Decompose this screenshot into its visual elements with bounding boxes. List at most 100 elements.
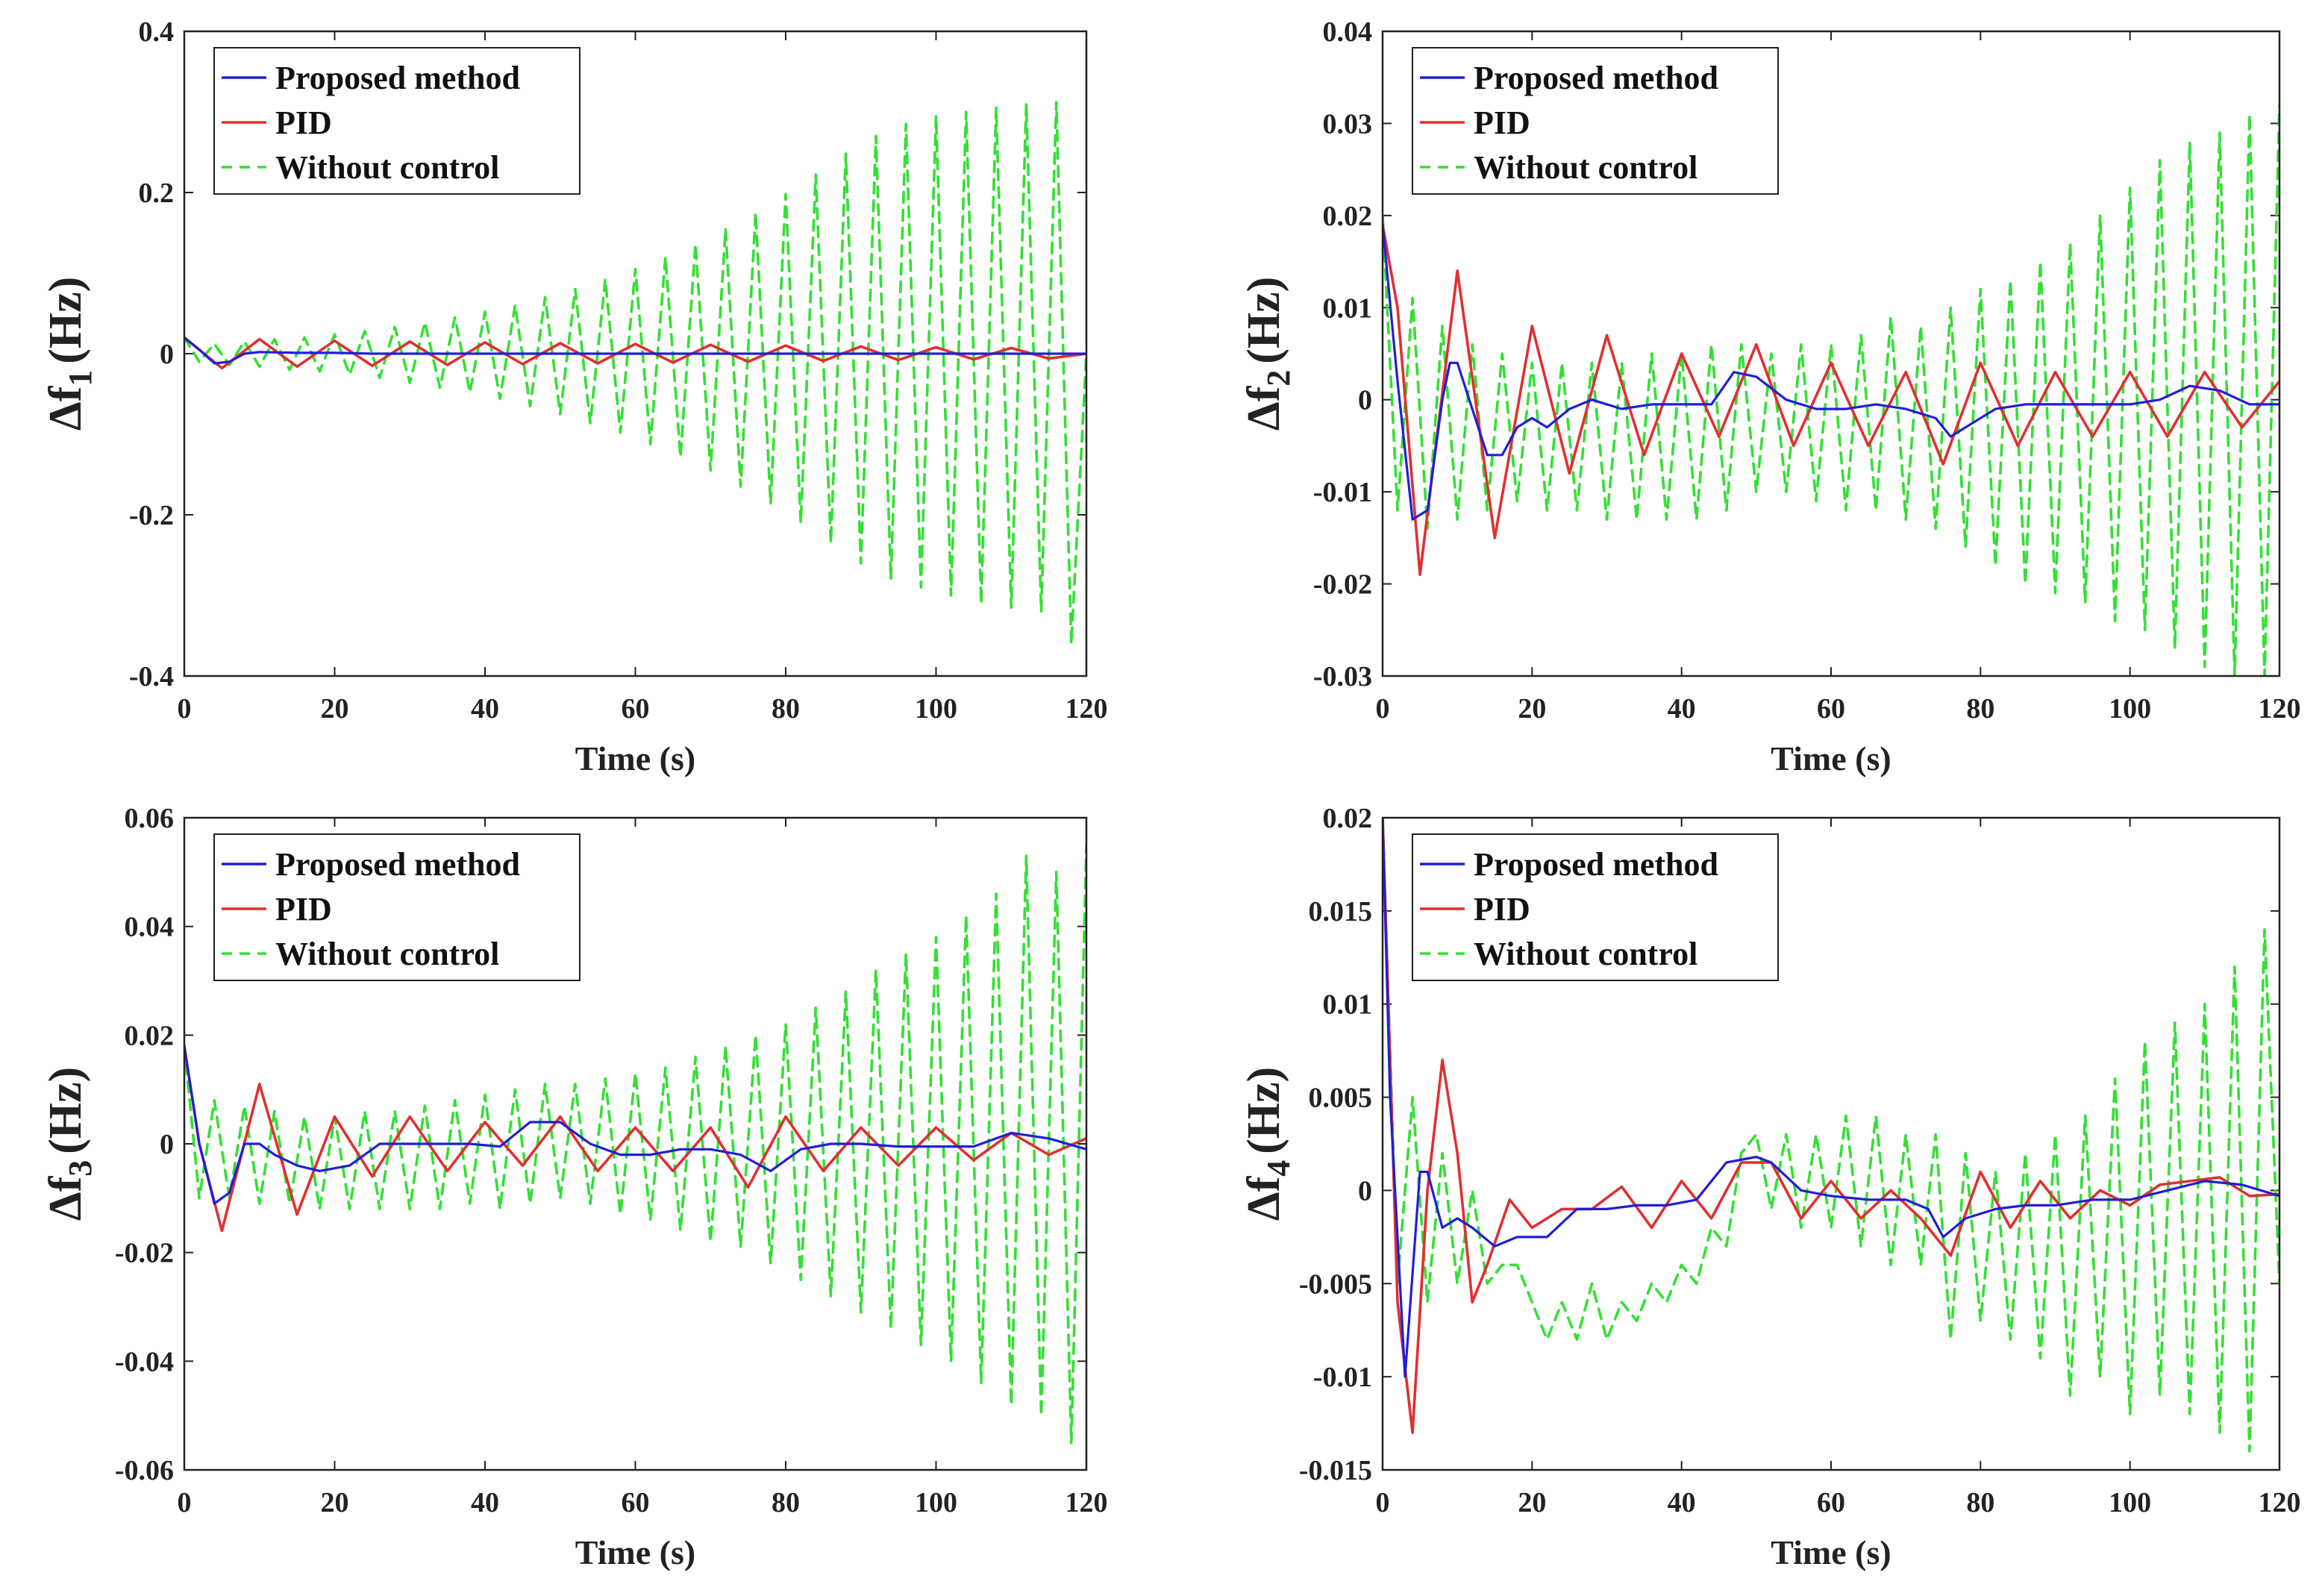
df1-series-without-control	[184, 101, 1086, 645]
df4-xtick-label: 120	[2259, 1487, 2301, 1518]
df3-xlabel: Time (s)	[575, 1533, 695, 1571]
df3-ylabel-sub: 3	[62, 1160, 98, 1177]
df4-series	[1383, 818, 2279, 1453]
df2-ylabel: Δf2 (Hz)	[1239, 277, 1297, 431]
df4-ytick-label: 0.01	[1323, 989, 1373, 1021]
df2-legend-label-proposed: Proposed method	[1474, 60, 1718, 96]
df4-series-without-control	[1383, 818, 2279, 1453]
df4-ylabel-unit: (Hz)	[1239, 1067, 1289, 1154]
df3-legend: Proposed method PID Without control	[213, 833, 580, 981]
df4-ytick-label: 0	[1358, 1175, 1372, 1207]
df4-legend-label-without-control: Without control	[1474, 936, 1697, 972]
df1-ylabel-sub: 1	[62, 370, 98, 387]
df1-legend-box	[213, 47, 580, 195]
df2-series	[1383, 103, 2279, 676]
df3-series-proposed	[184, 1045, 1086, 1205]
df4-ylabel-symbol: Δf	[1239, 1175, 1289, 1221]
panel-df4: 0 20 40 60 80 100 120 -0.015 -0.01 -0.005 0 0.005 0.…	[1239, 803, 2301, 1571]
df2-ytick-label: 0.03	[1323, 108, 1373, 140]
df1-legend-label-without-control: Without control	[275, 149, 499, 186]
df2-ytick-label: 0.04	[1323, 16, 1373, 48]
df2-xtick-label: 60	[1817, 693, 1845, 725]
df2-xtick-label: 100	[2109, 693, 2151, 725]
df4-ytick-label: 0.015	[1309, 896, 1373, 927]
df3-series-pid	[184, 1045, 1086, 1233]
df1-xtick-label: 120	[1065, 693, 1108, 725]
df4-ytick-label: -0.005	[1299, 1268, 1372, 1300]
df1-ylabel-symbol: Δf	[40, 385, 91, 431]
df1-series	[184, 101, 1086, 645]
df4-ytick-label: -0.01	[1313, 1362, 1372, 1393]
df1-legend-label-proposed: Proposed method	[275, 60, 520, 96]
df1-series-proposed	[184, 336, 1086, 365]
df3-ytick-label: 0.04	[125, 912, 175, 943]
df1-ytick-label: -0.2	[129, 500, 174, 531]
df3-xtick-label: 80	[772, 1487, 800, 1518]
df3-legend-label-pid: PID	[275, 891, 332, 927]
df2-ylabel-unit: (Hz)	[1239, 277, 1289, 364]
df3-xtick-label: 20	[321, 1487, 349, 1518]
df1-legend-label-pid: PID	[275, 104, 332, 141]
df2-series-pid	[1383, 223, 2279, 577]
df3-ytick-label: 0.02	[125, 1020, 175, 1051]
df2-legend-box	[1412, 47, 1779, 195]
df2-ytick-label: -0.01	[1313, 477, 1372, 508]
df3-legend-box	[213, 833, 580, 981]
df2-xtick-label: 40	[1668, 693, 1696, 725]
panel-df2: 0 20 40 60 80 100 120 -0.03 -0.02 -0.01 0 0.01 0.02 0…	[1239, 16, 2301, 777]
df4-ylabel: Δf4 (Hz)	[1239, 1067, 1297, 1221]
df2-legend: Proposed method PID Without control	[1412, 47, 1779, 195]
df3-series	[184, 843, 1086, 1445]
df2-xtick-label: 20	[1518, 693, 1546, 725]
df4-xtick-label: 60	[1817, 1487, 1845, 1518]
df1-xtick-label: 80	[772, 693, 800, 725]
df3-legend-label-without-control: Without control	[275, 936, 499, 972]
df1-series-pid	[184, 336, 1086, 370]
df3-ytick-label: -0.02	[115, 1238, 174, 1269]
df1-legend: Proposed method PID Without control	[213, 47, 580, 195]
df2-ytick-label: -0.03	[1313, 661, 1372, 692]
df4-xtick-label: 0	[1376, 1487, 1390, 1518]
df1-xtick-label: 40	[471, 693, 499, 725]
panel-df1: 0 20 40 60 80 100 120-0.4-0.200.20.4 Time (s) …	[40, 16, 1108, 777]
df4-legend: Proposed method PID Without control	[1412, 833, 1779, 981]
df2-series-without-control	[1383, 103, 2279, 676]
df1-ylabel: Δf1 (Hz)	[40, 277, 98, 431]
df4-ylabel-sub: 4	[1260, 1160, 1297, 1177]
df2-ytick-label: 0	[1358, 385, 1372, 416]
df2-ytick-label: 0.02	[1323, 201, 1373, 232]
df1-xtick-label: 100	[915, 693, 957, 725]
df3-legend-label-proposed: Proposed method	[275, 846, 520, 883]
df2-xtick-label: 80	[1966, 693, 1994, 725]
df1-ytick-label: 0.4	[139, 16, 175, 48]
df4-xtick-label: 80	[1966, 1487, 1994, 1518]
df1-ylabel-unit: (Hz)	[40, 277, 91, 364]
df1-ytick-label: -0.4	[129, 661, 174, 692]
df3-xtick-label: 100	[915, 1487, 957, 1518]
df2-ylabel-symbol: Δf	[1239, 385, 1289, 431]
df2-ylabel-sub: 2	[1260, 370, 1297, 387]
df3-xtick-label: 60	[622, 1487, 650, 1518]
df1-ytick-label: 0	[160, 339, 174, 370]
df2-ytick-label: 0.01	[1323, 292, 1373, 324]
df4-legend-box	[1412, 833, 1779, 981]
df1-xtick-label: 20	[321, 693, 349, 725]
df3-xtick-label: 120	[1065, 1487, 1108, 1518]
df1-xtick-label: 60	[622, 693, 650, 725]
df3-ylabel: Δf3 (Hz)	[40, 1067, 98, 1221]
panel-df3: 0 20 40 60 80 100 120 -0.06 -0.04 -0.02 0 0.02 0.04 0…	[40, 803, 1108, 1571]
df2-legend-label-pid: PID	[1474, 104, 1530, 141]
df3-ytick-label: 0	[160, 1129, 174, 1160]
df1-xlabel: Time (s)	[575, 739, 695, 777]
df2-series-proposed	[1383, 223, 2279, 521]
df2-legend-label-without-control: Without control	[1474, 149, 1697, 186]
df4-legend-label-pid: PID	[1474, 891, 1530, 927]
df2-axes-frame	[1381, 30, 2281, 677]
df3-xtick-label: 40	[471, 1487, 499, 1518]
df2-xtick-label: 120	[2259, 693, 2301, 725]
df4-ytick-label: 0.005	[1309, 1083, 1373, 1114]
df4-ytick-label: 0.02	[1323, 803, 1373, 834]
df3-xtick-label: 0	[178, 1487, 192, 1518]
df2-ytick-label: -0.02	[1313, 569, 1372, 601]
df1-ytick-label: 0.2	[139, 178, 175, 209]
